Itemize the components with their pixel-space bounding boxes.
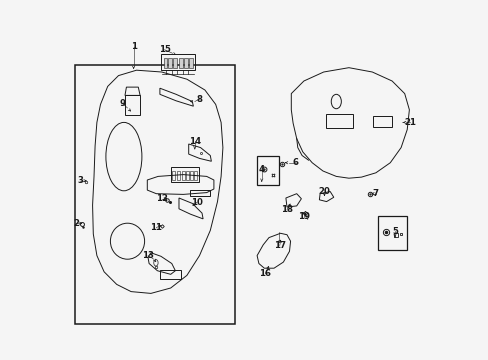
Text: 9: 9: [120, 99, 125, 108]
Bar: [189, 58, 192, 68]
Bar: [182, 171, 184, 180]
Bar: [168, 58, 171, 68]
Bar: [170, 167, 199, 182]
Text: 4: 4: [258, 165, 264, 174]
Text: 11: 11: [150, 223, 162, 232]
Bar: [257, 156, 279, 185]
Text: 21: 21: [403, 118, 415, 127]
Bar: [377, 216, 407, 250]
Text: 17: 17: [273, 241, 285, 250]
Text: 14: 14: [188, 136, 201, 145]
Text: 18: 18: [281, 205, 292, 214]
Bar: [325, 114, 352, 128]
Bar: [172, 171, 175, 180]
Text: 3: 3: [77, 176, 83, 185]
Bar: [161, 54, 195, 70]
Bar: [179, 58, 182, 68]
Text: 16: 16: [259, 269, 271, 278]
Text: 2: 2: [73, 219, 79, 228]
Bar: [190, 171, 193, 180]
Bar: [194, 171, 197, 180]
Text: 20: 20: [318, 187, 330, 196]
Text: 5: 5: [391, 227, 397, 236]
Text: 10: 10: [191, 198, 203, 207]
Text: 15: 15: [158, 45, 170, 54]
Text: 1: 1: [130, 42, 136, 51]
Bar: [190, 190, 210, 196]
Bar: [373, 116, 391, 127]
Bar: [183, 58, 187, 68]
Text: 13: 13: [142, 251, 154, 260]
Text: 6: 6: [292, 158, 298, 167]
Bar: [160, 270, 181, 279]
Bar: [173, 58, 177, 68]
Text: 7: 7: [372, 189, 378, 198]
Bar: [177, 171, 179, 180]
Bar: [163, 58, 167, 68]
Bar: [125, 95, 140, 115]
Text: 8: 8: [196, 94, 202, 104]
Bar: [75, 65, 235, 324]
Bar: [186, 171, 189, 180]
Text: 19: 19: [297, 212, 309, 221]
Text: 12: 12: [156, 194, 168, 203]
